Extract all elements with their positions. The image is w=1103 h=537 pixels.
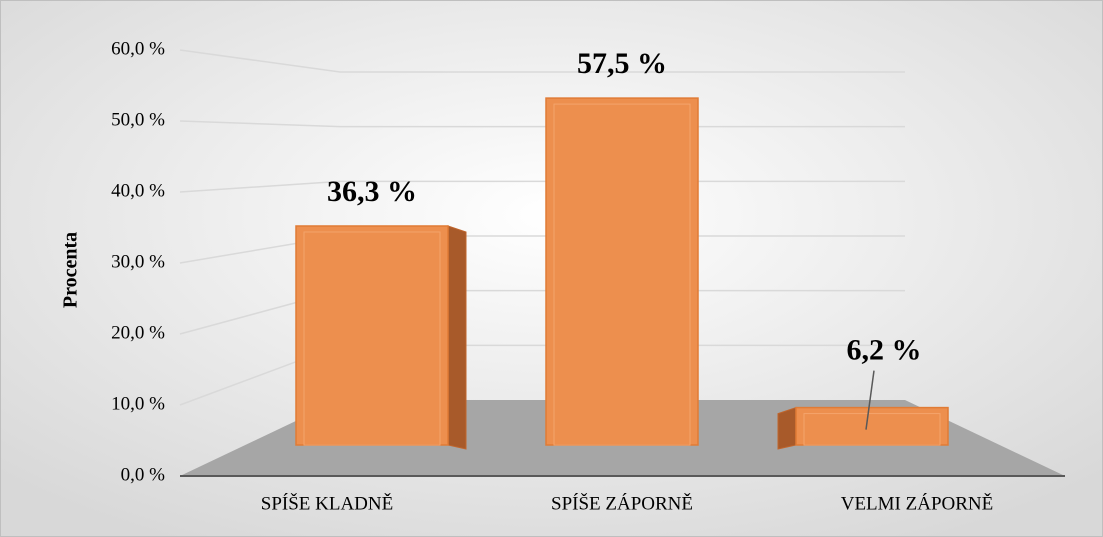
data-label: 57,5 % <box>577 47 667 80</box>
y-tick-label: 0,0 % <box>121 464 166 485</box>
y-tick-label: 40,0 % <box>111 180 165 201</box>
grid-line <box>179 49 905 73</box>
x-tick-label: VELMI ZÁPORNĚ <box>841 492 994 514</box>
y-tick-label: 10,0 % <box>111 393 165 414</box>
leader-line <box>865 370 875 430</box>
bar-inner-edge <box>553 103 691 446</box>
y-tick-label: 30,0 % <box>111 251 165 272</box>
bar-side <box>777 406 797 450</box>
x-tick-label: SPÍŠE KLADNĚ <box>261 492 393 514</box>
y-tick-label: 50,0 % <box>111 109 165 130</box>
bar <box>295 225 449 446</box>
x-tick-label: SPÍŠE ZÁPORNĚ <box>551 492 693 514</box>
y-axis-label: Procenta <box>60 232 82 308</box>
bar-inner-edge <box>303 231 441 446</box>
bar-inner-edge <box>803 413 941 446</box>
grid-line <box>179 120 905 128</box>
bar-side <box>447 225 467 450</box>
data-label: 36,3 % <box>327 175 417 208</box>
grid-line <box>179 180 905 193</box>
data-label: 6,2 % <box>847 333 922 366</box>
y-tick-label: 20,0 % <box>111 322 165 343</box>
y-tick-label: 60,0 % <box>111 38 165 59</box>
bar <box>545 97 699 446</box>
